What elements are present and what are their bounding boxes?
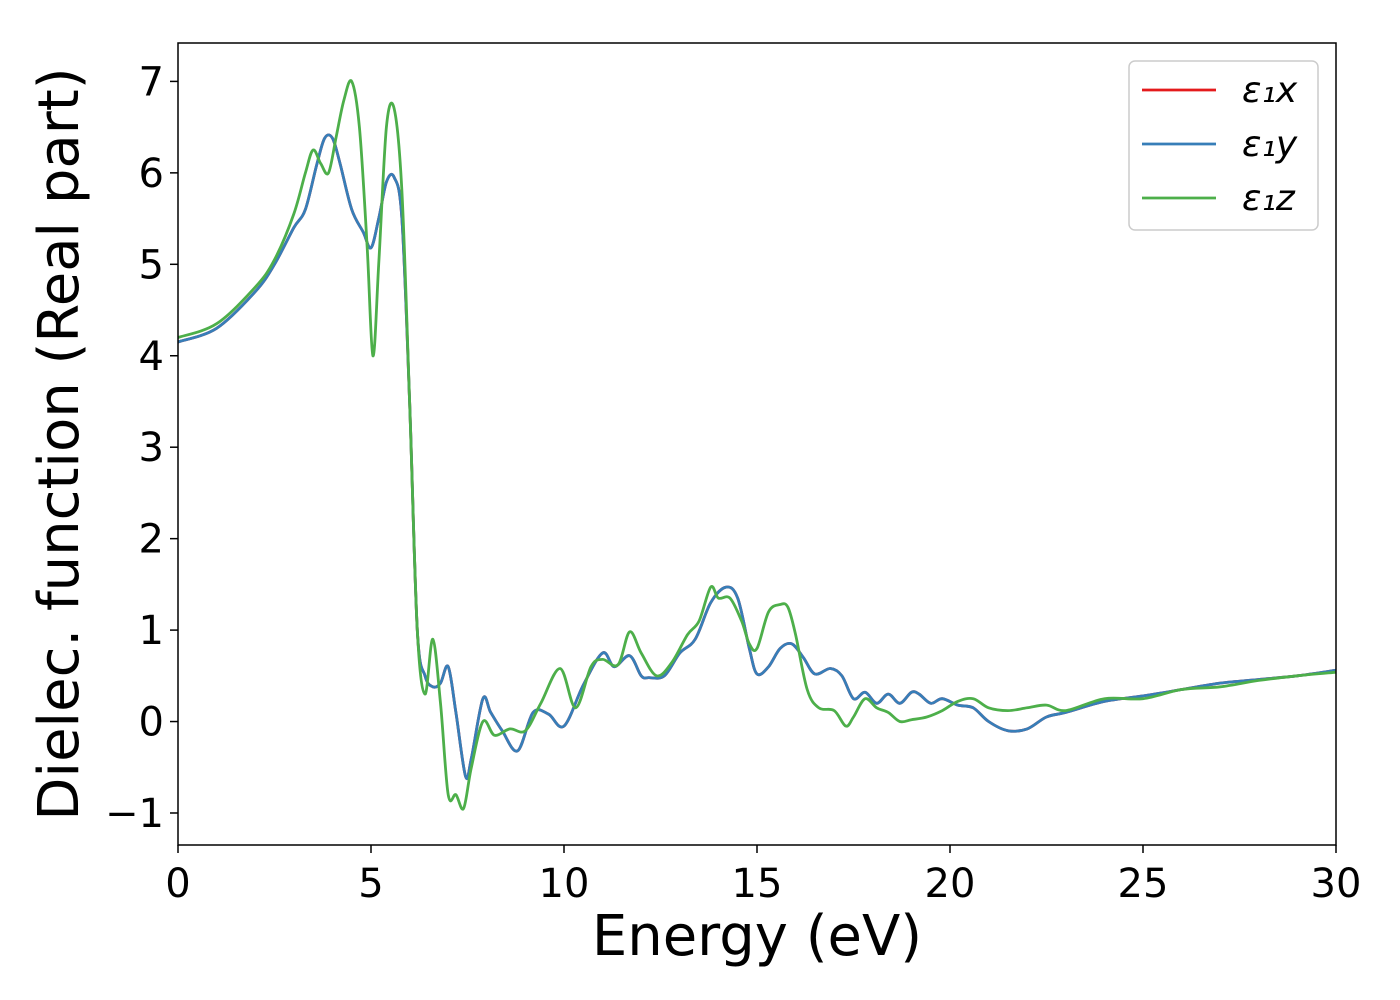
- y-tick-label: 6: [139, 151, 164, 197]
- legend-label: ε₁y: [1242, 124, 1298, 165]
- y-tick-label: −1: [105, 791, 164, 837]
- x-tick-label: 25: [1118, 861, 1169, 907]
- plot-lines: [177, 79, 1337, 811]
- y-tick-label: 4: [139, 334, 164, 380]
- legend-box: [1128, 60, 1319, 231]
- x-tick-label: 15: [732, 861, 783, 907]
- y-axis-title: Dielec. function (Real part): [27, 67, 92, 820]
- x-tick-label: 20: [925, 861, 976, 907]
- series-line-e1x: [177, 133, 1337, 780]
- x-tick-label: 30: [1311, 861, 1362, 907]
- legend-label: ε₁x: [1242, 70, 1298, 111]
- y-tick-label: 1: [139, 608, 164, 654]
- x-axis-title: Energy (eV): [592, 904, 922, 969]
- y-tick-label: 7: [139, 59, 164, 105]
- legend: ε₁x ε₁y ε₁z: [1128, 60, 1319, 231]
- y-tick-label: 5: [139, 242, 164, 288]
- x-tick-label: 10: [539, 861, 590, 907]
- y-tick-label: 3: [139, 425, 164, 471]
- x-tick-label: 5: [358, 861, 383, 907]
- series-line-e1y: [177, 133, 1337, 780]
- y-tick-label: 2: [139, 517, 164, 563]
- series-line-e1z: [177, 79, 1337, 811]
- legend-label: ε₁z: [1242, 178, 1296, 219]
- x-tick-label: 0: [165, 861, 190, 907]
- y-tick-label: 0: [139, 700, 164, 746]
- y-axis: −1 0 1 2 3 4 5 6 7: [105, 59, 178, 837]
- x-axis: 0 5 10 15 20 25 30: [165, 845, 1361, 907]
